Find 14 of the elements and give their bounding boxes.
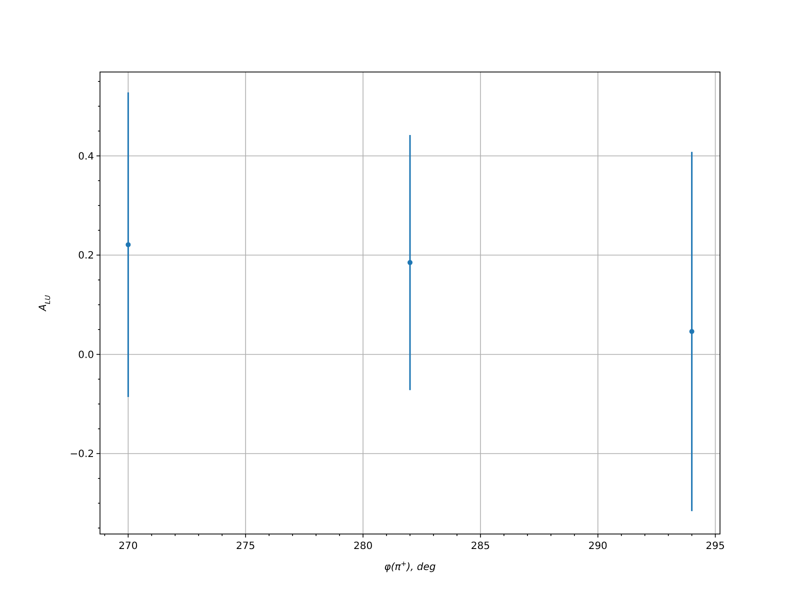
y-tick-label: 0.2 (78, 250, 94, 262)
point (408, 260, 412, 266)
x-tick-label: 285 (470, 541, 490, 552)
y-tick-label: 0.4 (78, 151, 94, 162)
x-tick-label: 280 (353, 541, 373, 552)
y-tick-label: −0.2 (70, 449, 94, 460)
point (126, 242, 131, 248)
x-tick-label: 295 (706, 541, 725, 552)
y-tick-label: 0.0 (78, 350, 94, 361)
x-tick-label: 270 (118, 541, 138, 552)
x-axis-title: φ(π$^{+}$), deg (384, 560, 436, 573)
x-tick-label: 275 (236, 541, 256, 552)
x-tick-label: 290 (588, 541, 608, 552)
point (689, 329, 694, 334)
